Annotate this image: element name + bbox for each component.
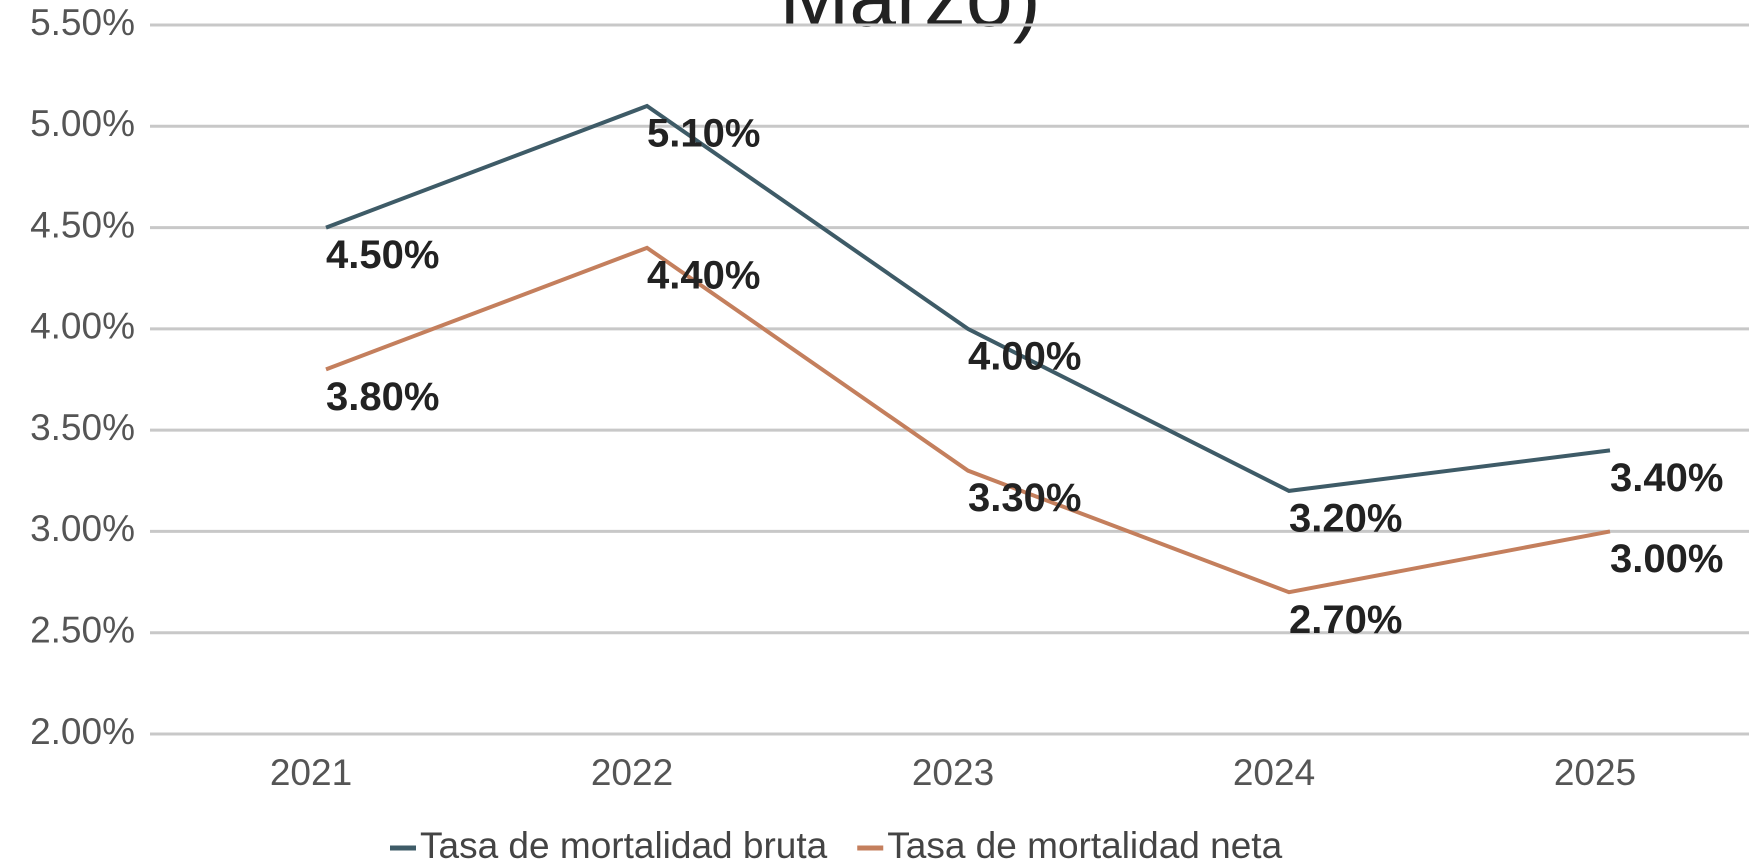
data-label: 5.10% <box>647 112 760 156</box>
x-tick-label: 2025 <box>1554 752 1636 793</box>
y-tick-label: 4.50% <box>30 204 135 245</box>
data-label: 4.50% <box>326 233 439 277</box>
y-tick-label: 4.00% <box>30 306 135 347</box>
series-line <box>325 103 1611 493</box>
chart-title: Marzo) <box>779 0 1040 44</box>
data-label: 3.00% <box>1610 537 1723 581</box>
y-tick-label: 2.50% <box>30 609 135 650</box>
x-tick-label: 2023 <box>912 752 994 793</box>
data-label: 4.40% <box>647 253 760 297</box>
y-tick-label: 5.50% <box>30 2 135 43</box>
y-tick-label: 3.00% <box>30 508 135 549</box>
y-tick-label: 2.00% <box>30 711 135 752</box>
y-tick-label: 3.50% <box>30 407 135 448</box>
data-label: 3.40% <box>1610 456 1723 500</box>
x-tick-label: 2024 <box>1233 752 1315 793</box>
data-label: 2.70% <box>1289 598 1402 642</box>
data-label: 3.30% <box>968 476 1081 520</box>
legend-label: Tasa de mortalidad bruta <box>420 825 828 866</box>
y-tick-label: 5.00% <box>30 103 135 144</box>
x-tick-label: 2021 <box>270 752 352 793</box>
data-label: 4.00% <box>968 334 1081 378</box>
legend: Tasa de mortalidad bruta Tasa de mortalid… <box>390 825 1283 866</box>
legend-label: Tasa de mortalidad neta <box>887 825 1282 866</box>
data-label: 3.80% <box>326 375 439 419</box>
series-line <box>325 245 1611 595</box>
data-label: 3.20% <box>1289 496 1402 540</box>
x-tick-label: 2022 <box>591 752 673 793</box>
